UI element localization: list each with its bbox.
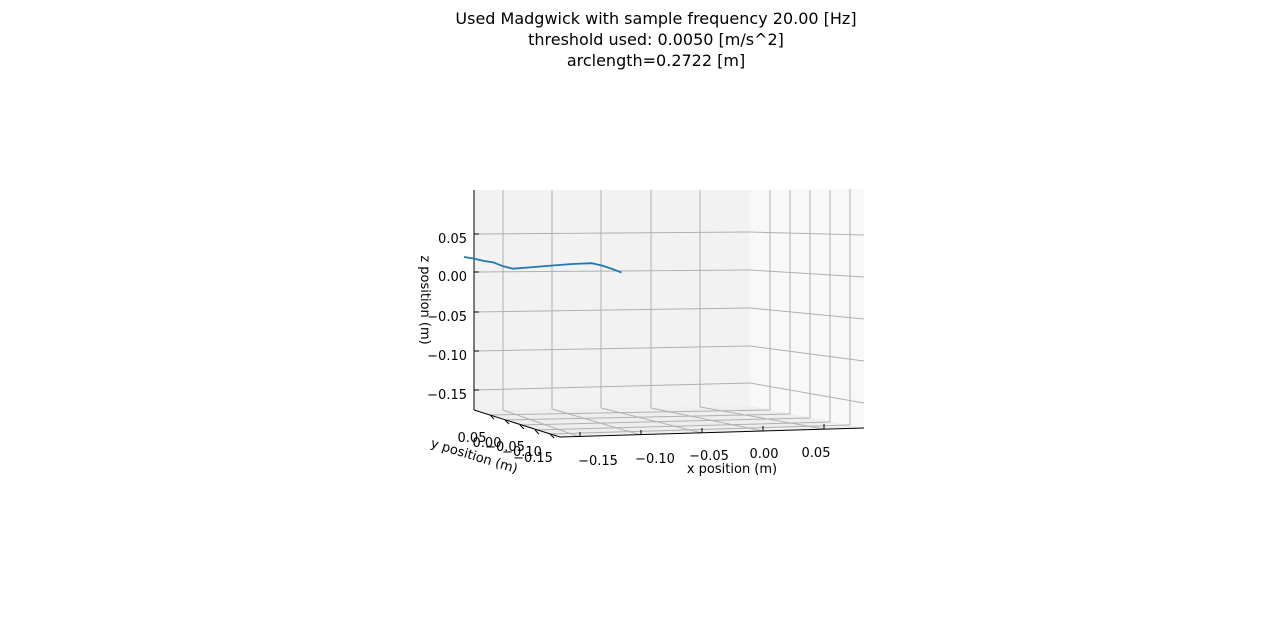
y-tick xyxy=(549,433,555,439)
series-layer xyxy=(463,256,622,274)
grid-line xyxy=(473,382,751,391)
grid-line xyxy=(489,409,771,416)
y-tick xyxy=(504,419,510,425)
axis-edges xyxy=(473,190,865,438)
grid-back-vertical xyxy=(502,190,701,410)
grid-line xyxy=(600,407,703,434)
z-ticks xyxy=(474,233,479,391)
grid-line xyxy=(473,345,751,352)
grid-line xyxy=(519,417,811,426)
title-line-3: arclength=0.2722 [m] xyxy=(567,51,745,70)
z-tick-labels: 0.05 0.00 −0.05 −0.10 −0.15 xyxy=(427,232,467,403)
grid-line xyxy=(749,345,865,362)
y-tick-label: 0.05 xyxy=(458,431,487,446)
grid-line xyxy=(749,382,865,404)
x-tick-label: −0.05 xyxy=(689,449,729,464)
x-tick-label: −0.15 xyxy=(578,454,618,469)
z-tick-label: −0.10 xyxy=(427,349,467,364)
chart-title: Used Madgwick with sample frequency 20.0… xyxy=(455,9,856,70)
y-tick-label: −0.05 xyxy=(485,440,525,455)
z-axis-label: z position (m) xyxy=(417,255,432,344)
x-tick-label: 0.05 xyxy=(802,446,831,461)
x-tick-labels: −0.15 −0.10 −0.05 0.00 0.05 xyxy=(578,446,830,469)
grid-line xyxy=(504,413,791,421)
back-pane xyxy=(474,190,750,410)
y-tick xyxy=(519,424,525,430)
x-tick-label: 0.00 xyxy=(750,447,779,462)
grid-line xyxy=(473,269,751,273)
title-line-2: threshold used: 0.0050 [m/s^2] xyxy=(528,30,784,49)
grid-floor xyxy=(489,406,851,438)
grid-line xyxy=(473,307,751,313)
grid-line xyxy=(749,269,865,278)
y-tick-label: −0.15 xyxy=(513,451,553,466)
grid-line xyxy=(749,307,865,320)
side-pane xyxy=(750,189,864,428)
series-line-0 xyxy=(463,256,622,274)
z-tick-label: 0.05 xyxy=(438,232,467,247)
z-tick-label: −0.05 xyxy=(427,310,467,325)
x-ticks xyxy=(579,424,825,437)
x-axis-label: x position (m) xyxy=(687,462,777,477)
x-tick-label: −0.10 xyxy=(635,452,675,467)
z-tick-label: 0.00 xyxy=(438,270,467,285)
y-tick-label: −0.10 xyxy=(502,445,542,460)
title-line-1: Used Madgwick with sample frequency 20.0… xyxy=(455,9,856,28)
grid-back-horizontal xyxy=(473,231,751,391)
y-tick xyxy=(534,429,540,435)
y-tick-label: 0.00 xyxy=(473,436,502,451)
y-axis-line xyxy=(473,409,561,438)
y-tick-labels: 0.05 0.00 −0.05 −0.10 −0.15 xyxy=(458,431,553,466)
grid-side xyxy=(749,189,865,425)
grid-line xyxy=(473,231,751,235)
grid-line xyxy=(749,231,865,236)
y-tick xyxy=(489,414,495,420)
grid-line xyxy=(549,424,851,435)
grid-line xyxy=(534,421,831,431)
x-axis-line xyxy=(559,427,865,438)
y-ticks xyxy=(489,414,555,439)
z-tick-label: −0.15 xyxy=(427,388,467,403)
